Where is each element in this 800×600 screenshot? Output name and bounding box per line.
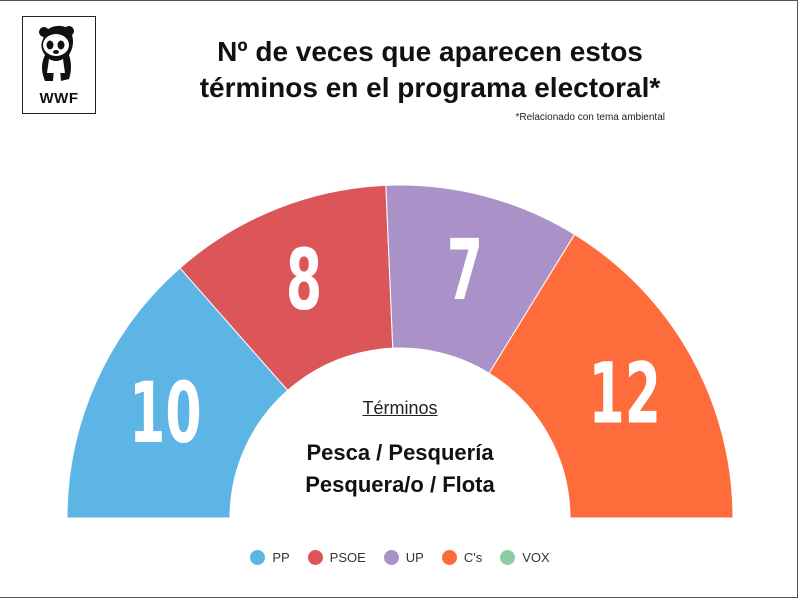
slice-pp (66, 267, 289, 519)
legend-item-psoe: PSOE (307, 550, 366, 565)
slice-cs (488, 233, 734, 519)
legend-swatch (250, 550, 266, 565)
terms-line-2: Pesquera/o / Flota (305, 472, 495, 497)
legend-swatch (500, 550, 516, 565)
value-label-cs: 12 (589, 345, 661, 442)
legend-label: C's (463, 550, 483, 565)
chart-subtitle: *Relacionado con tema ambiental (515, 112, 665, 123)
center-label: Términos (362, 398, 438, 418)
legend-swatch (441, 550, 457, 565)
legend-item-pp: PP (250, 550, 290, 565)
terms-line-1: Pesca / Pesquería (306, 440, 494, 465)
legend-label: PP (272, 550, 290, 565)
legend-item-vox: VOX (500, 550, 550, 565)
legend-item-up: UP (383, 550, 424, 565)
value-label-up: 7 (447, 222, 483, 319)
legend-label: PSOE (329, 550, 366, 565)
legend: PP PSOE UP C's VOX (0, 550, 800, 565)
legend-label: VOX (522, 550, 550, 565)
value-label-psoe: 8 (286, 232, 322, 329)
title-line-2: términos en el programa electoral* (199, 72, 661, 103)
value-label-pp: 10 (129, 365, 201, 462)
legend-label: UP (405, 550, 424, 565)
chart-title: Nº de veces que aparecen estos términos … (150, 34, 710, 106)
center-terms: Pesca / Pesquería Pesquera/o / Flota (200, 437, 600, 501)
panda-icon (39, 25, 74, 81)
legend-swatch (307, 550, 323, 565)
title-line-1: Nº de veces que aparecen estos (217, 36, 643, 67)
legend-item-cs: C's (441, 550, 483, 565)
wwf-logo: WWF (22, 16, 96, 114)
legend-swatch (383, 550, 399, 565)
logo-text: WWF (39, 90, 79, 107)
